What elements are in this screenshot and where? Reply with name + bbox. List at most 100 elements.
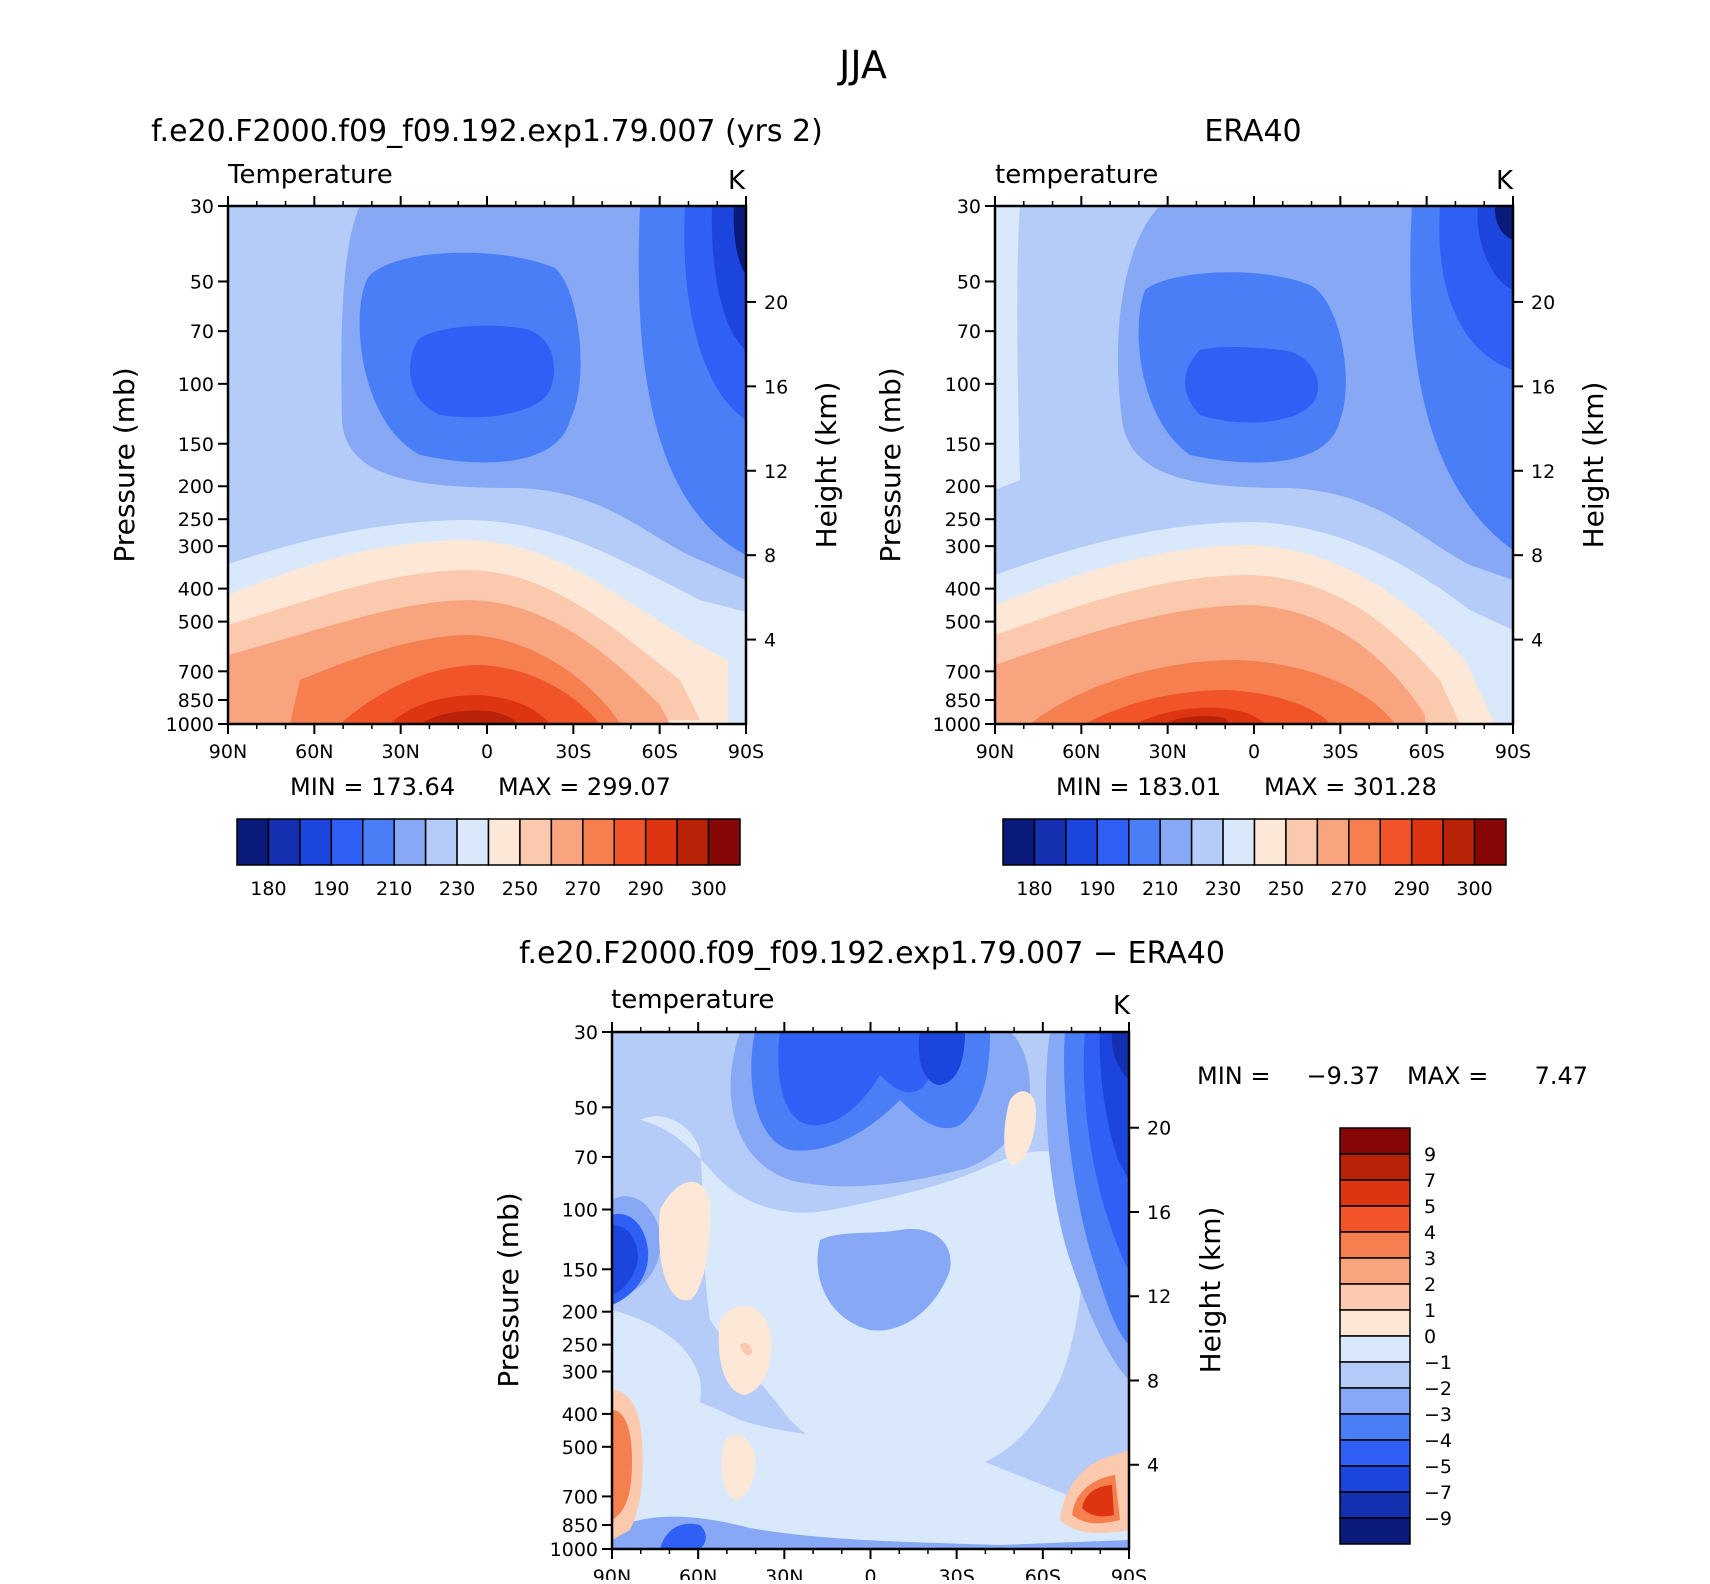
y-tick-label: 50 (190, 271, 214, 293)
colorbar-label: 2 (1424, 1274, 1436, 1296)
colorbar-label: 190 (313, 878, 349, 900)
colorbar-label: 300 (690, 878, 726, 900)
colorbar-swatch (456, 818, 490, 866)
colorbar-swatch (487, 818, 521, 866)
min-label: MIN = (1197, 1062, 1270, 1090)
colorbar-swatch (1339, 1439, 1411, 1467)
colorbar-swatch (582, 818, 615, 866)
y2-tick-label: 12 (764, 461, 788, 483)
y-axis-label: Pressure (mb) (108, 367, 141, 562)
x-tick-label: 0 (864, 1566, 876, 1580)
colorbar-label: 300 (1456, 878, 1492, 900)
contour-field (995, 206, 1513, 724)
colorbar-label: 3 (1424, 1248, 1436, 1270)
colorbar-swatch (676, 818, 710, 866)
colorbar-swatch (1339, 1517, 1411, 1545)
min-label: MIN = 173.64 (290, 773, 455, 801)
colorbar-swatch (1339, 1179, 1411, 1207)
x-tick-label: 0 (1248, 741, 1260, 763)
colorbar-label: 290 (628, 878, 664, 900)
y-tick-label: 30 (957, 196, 981, 218)
colorbar-swatch (1285, 818, 1319, 866)
colorbar-swatch (1065, 818, 1099, 866)
colorbar-label: 180 (250, 878, 286, 900)
x-tick-label: 30S (555, 741, 591, 763)
colorbar-label: 5 (1424, 1196, 1436, 1218)
colorbar-swatch (1339, 1361, 1411, 1389)
x-tick-label: 30S (1322, 741, 1358, 763)
colorbar-swatch (613, 818, 647, 866)
y-axis-label: Pressure (mb) (492, 1192, 525, 1387)
y-tick-label: 200 (945, 476, 981, 498)
colorbar-label: 270 (565, 878, 601, 900)
colorbar-swatch (1339, 1335, 1411, 1363)
y-tick-label: 100 (178, 374, 214, 396)
panel-era40: ERA40 temperature K 30507010015020025030… (874, 114, 1610, 900)
colorbar-swatch (1339, 1153, 1411, 1181)
panel-difference: f.e20.F2000.f09_f09.192.exp1.79.007 − ER… (492, 936, 1588, 1584)
y-tick-label: 300 (562, 1361, 598, 1383)
panel-title: ERA40 (1204, 114, 1301, 149)
y2-tick-label: 8 (764, 545, 776, 567)
y-tick-label: 1000 (550, 1539, 598, 1561)
y-tick-label: 850 (178, 690, 214, 712)
y2-tick-label: 4 (1531, 630, 1543, 652)
contour-field (612, 1032, 1129, 1549)
colorbar-label: 210 (1142, 878, 1178, 900)
y2-axis-label: Height (km) (1194, 1207, 1227, 1374)
max-label: MAX = (1407, 1062, 1488, 1090)
y-tick-label: 150 (945, 434, 981, 456)
colorbar-swatch (1002, 818, 1036, 866)
x-tick-label: 60S (1025, 1566, 1061, 1580)
x-tick-label: 30N (1148, 741, 1186, 763)
x-tick-label: 60S (1409, 741, 1445, 763)
colorbar-swatch (519, 818, 553, 866)
colorbar-swatch (707, 818, 741, 866)
colorbar-label: 9 (1424, 1144, 1436, 1166)
axes: 305070100150200250300400500700850100090N… (166, 196, 788, 763)
y2-tick-label: 16 (764, 376, 788, 398)
colorbar-swatch (330, 818, 364, 866)
y2-tick-label: 16 (1147, 1202, 1171, 1224)
colorbar-swatch (1379, 818, 1413, 866)
colorbar-label: −2 (1424, 1378, 1452, 1400)
colorbar: 180 190 210 230 250 270 290 300 (1002, 818, 1507, 900)
colorbar: 9 7 5 4 3 2 1 0 −1 −2 −3 −4 −5 −7 −9 (1339, 1127, 1452, 1545)
colorbar-swatch (644, 818, 678, 866)
colorbar-label: 270 (1331, 878, 1367, 900)
colorbar-label: 0 (1424, 1326, 1436, 1348)
panel-title: f.e20.F2000.f09_f09.192.exp1.79.007 (yrs… (151, 114, 823, 149)
x-tick-label: 90S (1495, 741, 1531, 763)
x-tick-label: 90N (209, 741, 247, 763)
colorbar-label: 230 (1205, 878, 1241, 900)
colorbar-swatch (1190, 818, 1224, 866)
colorbar-swatch (1316, 818, 1350, 866)
y-tick-label: 1000 (933, 714, 981, 736)
colorbar-label: 230 (439, 878, 475, 900)
colorbar: 180 190 210 230 250 270 290 300 (236, 818, 741, 900)
y-tick-label: 400 (178, 579, 214, 601)
colorbar-label: 250 (502, 878, 538, 900)
x-tick-label: 90N (976, 741, 1014, 763)
y-axis-label: Pressure (mb) (874, 367, 907, 562)
y2-axis-label: Height (km) (1577, 382, 1610, 549)
y-tick-label: 400 (945, 579, 981, 601)
x-tick-label: 60N (295, 741, 333, 763)
y-tick-label: 300 (945, 536, 981, 558)
max-label: MAX = 299.07 (498, 773, 671, 801)
contour-field (228, 206, 746, 724)
colorbar-swatch (1339, 1127, 1411, 1155)
colorbar-swatch (1339, 1465, 1411, 1493)
y-tick-label: 850 (562, 1515, 598, 1537)
colorbar-swatch (1410, 818, 1444, 866)
colorbar-label: 210 (376, 878, 412, 900)
variable-label: Temperature (227, 160, 393, 190)
y2-tick-label: 8 (1531, 545, 1543, 567)
y-tick-label: 1000 (166, 714, 214, 736)
y-tick-label: 100 (562, 1200, 598, 1222)
y-tick-label: 30 (574, 1022, 598, 1044)
colorbar-label: −7 (1424, 1482, 1452, 1504)
colorbar-swatch (1339, 1257, 1411, 1285)
colorbar-swatch (1222, 818, 1256, 866)
